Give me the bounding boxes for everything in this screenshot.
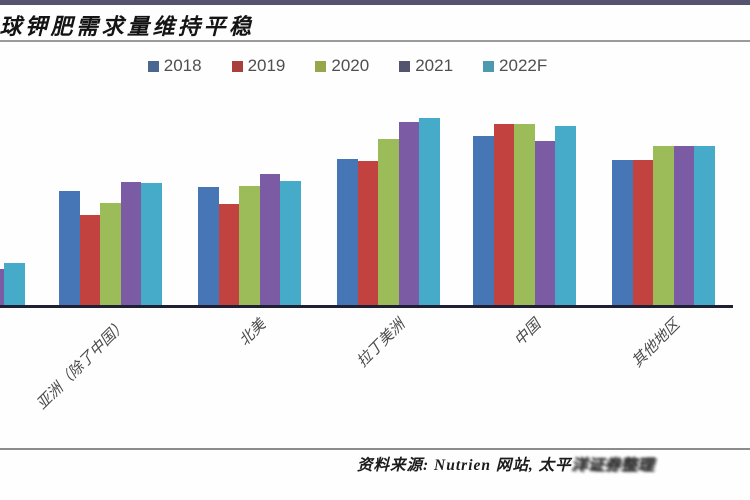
legend-swatch-2021-icon <box>399 60 411 72</box>
bar-2019-group4 <box>493 124 515 305</box>
bar-2020-group5 <box>653 146 674 305</box>
bar-2018-group1 <box>59 191 80 305</box>
bar-2021-group0 <box>0 269 5 305</box>
legend-item-2019: 2019 <box>231 56 286 76</box>
bar-2021-group3 <box>398 122 420 305</box>
bar-2018-group3 <box>337 159 358 305</box>
top-accent-bar <box>0 0 750 5</box>
bar-2022F-group5 <box>694 146 715 305</box>
bar-2019-group2 <box>218 204 240 305</box>
bar-2021-group4 <box>534 141 556 305</box>
legend-label: 2020 <box>331 56 370 75</box>
bar-2021-group1 <box>120 182 142 305</box>
source-text: 资料来源: Nutrien 网站, 太平 <box>357 457 572 474</box>
bar-2020-group4 <box>514 124 535 305</box>
bar-2022F-group2 <box>280 181 301 305</box>
bar-2018-group2 <box>198 187 219 305</box>
legend-swatch-2022f-icon <box>483 60 495 72</box>
legend-label: 2021 <box>415 56 454 75</box>
legend-item-2020: 2020 <box>315 56 369 76</box>
legend-swatch-2018-icon <box>147 60 159 72</box>
bar-2021-group5 <box>673 146 695 305</box>
legend-item-2021: 2021 <box>399 56 453 76</box>
legend-swatch-2019-icon <box>231 60 243 72</box>
bar-2022F-group4 <box>555 126 576 305</box>
bar-2019-group5 <box>632 160 654 305</box>
legend-item-2022f: 2022F <box>483 56 547 76</box>
source-text-blurred-watermark: 洋证券整理 <box>571 457 655 474</box>
bar-2022F-group3 <box>419 118 440 305</box>
chart-legend: 2018 2019 2020 2021 2022F <box>0 56 750 76</box>
bar-2022F-group1 <box>141 183 162 305</box>
bar-2020-group1 <box>100 203 121 305</box>
source-line: 资料来源: Nutrien 网站, 太平洋证券整理 <box>357 453 654 475</box>
chart-title: 全球钾肥需求量维持平稳 <box>0 14 255 39</box>
bar-2020-group3 <box>378 139 399 305</box>
bar-2019-group1 <box>79 215 101 305</box>
bar-2019-group3 <box>357 161 379 305</box>
bar-2021-group2 <box>259 174 281 305</box>
title-divider <box>0 40 750 42</box>
x-axis-line <box>0 305 733 308</box>
legend-item-2018: 2018 <box>147 56 202 76</box>
bar-2018-group5 <box>612 160 633 305</box>
bar-2022F-group0 <box>4 263 25 305</box>
legend-swatch-2020-icon <box>315 60 327 72</box>
legend-label: 2019 <box>247 56 286 75</box>
footer-divider <box>0 448 750 450</box>
bar-2020-group2 <box>239 186 260 305</box>
legend-label: 2018 <box>163 56 202 75</box>
legend-label: 2022F <box>499 56 548 75</box>
bar-2018-group4 <box>473 136 494 305</box>
